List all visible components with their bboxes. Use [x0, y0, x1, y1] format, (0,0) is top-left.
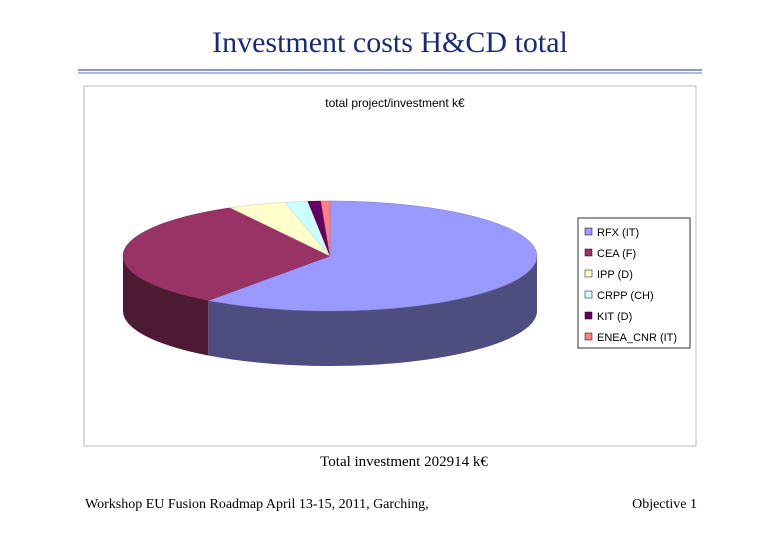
legend-label: IPP (D): [597, 269, 633, 281]
legend-swatch: [584, 227, 593, 236]
legend-items: RFX (IT) CEA (F) IPP (D) CRPP (CH) KIT (D) EN…: [584, 227, 677, 344]
caption: Total investment 202914 k€: [320, 454, 488, 470]
legend-label: KIT (D): [597, 311, 632, 323]
legend-label: ENEA_CNR (IT): [597, 332, 677, 344]
pie-slice: [122, 207, 331, 301]
slide-title: Investment costs H&CD total: [212, 26, 568, 59]
legend-label: CRPP (CH): [597, 290, 654, 302]
legend-swatch: [584, 248, 593, 257]
legend-label: RFX (IT): [597, 227, 639, 239]
legend-swatch: [584, 269, 593, 278]
legend-swatch: [584, 311, 593, 320]
legend-swatch: [584, 332, 593, 341]
legend-label: CEA (F): [597, 248, 636, 260]
footer-right: Objective 1: [632, 497, 697, 512]
pie-slice: [207, 200, 538, 312]
pie-slice-side: [123, 256, 209, 356]
legend: [577, 217, 691, 349]
pie-slice: [320, 200, 331, 257]
footer-left: Workshop EU Fusion Roadmap April 13-15, …: [85, 497, 429, 512]
legend-swatch: [584, 290, 593, 299]
chart-title: total project/investment k€: [325, 96, 465, 110]
pie-slice-side: [208, 256, 538, 366]
pie: [122, 200, 538, 366]
